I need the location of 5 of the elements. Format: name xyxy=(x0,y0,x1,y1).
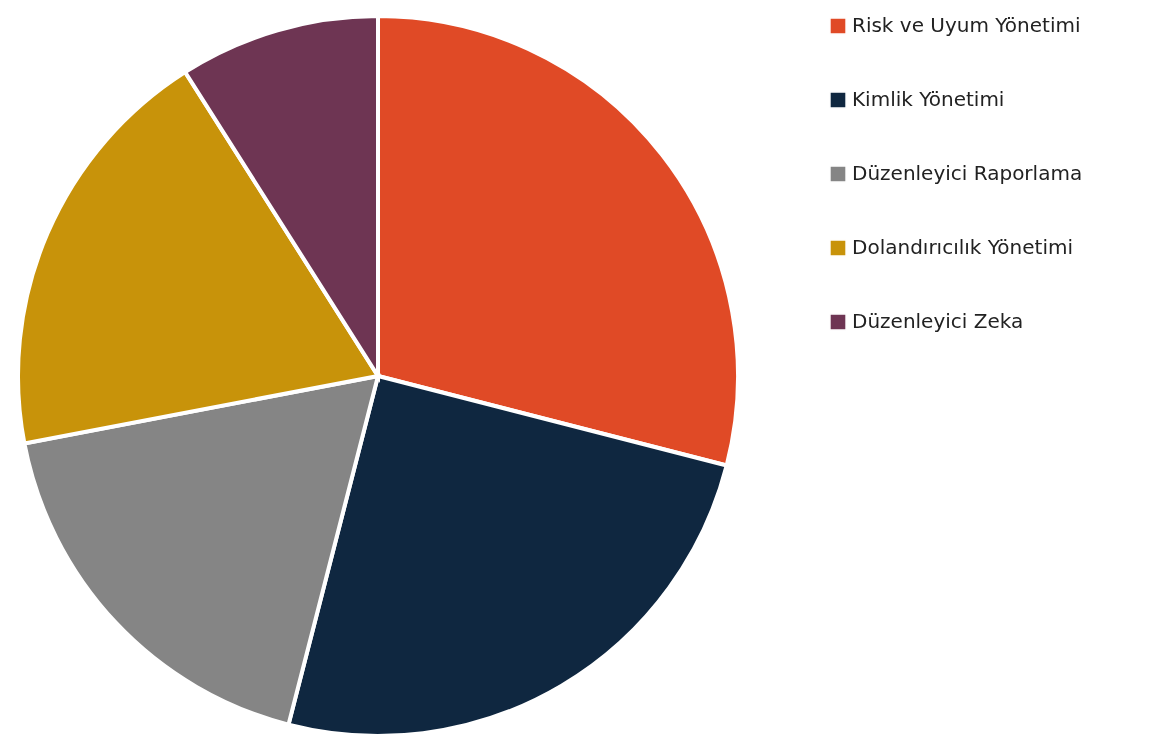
legend-label: Kimlik Yönetimi xyxy=(852,87,1005,111)
legend-label: Risk ve Uyum Yönetimi xyxy=(852,13,1081,37)
legend-label: Düzenleyici Raporlama xyxy=(852,161,1083,185)
legend-label: Düzenleyici Zeka xyxy=(852,309,1024,333)
legend-label: Dolandırıcılık Yönetimi xyxy=(852,235,1073,259)
